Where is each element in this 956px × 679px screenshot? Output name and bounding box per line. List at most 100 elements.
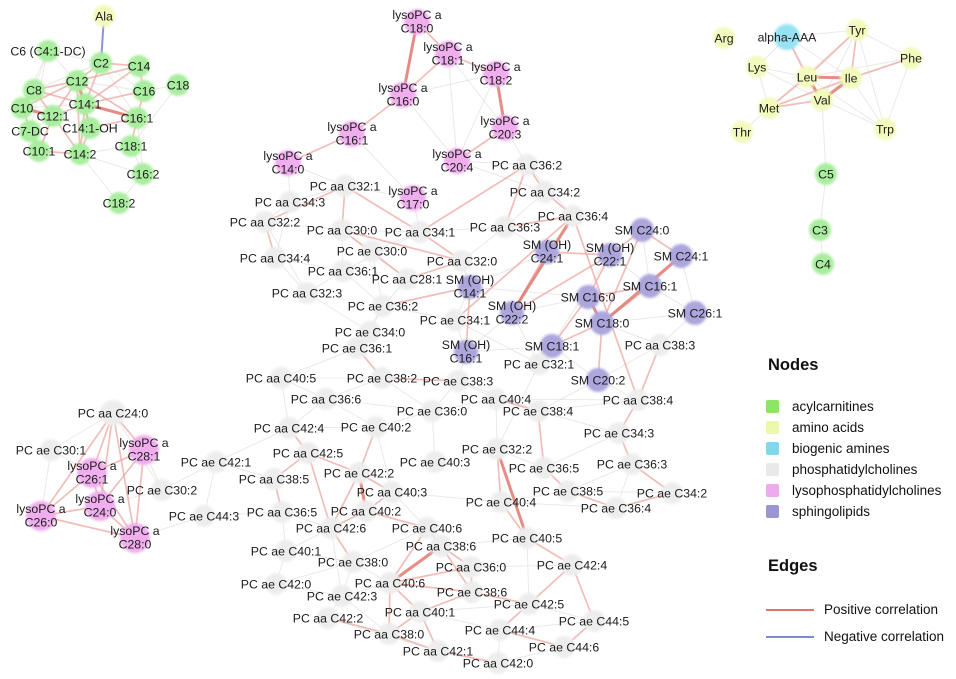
node-aaC36:1[interactable] bbox=[332, 260, 354, 282]
node-smC18:0[interactable] bbox=[590, 311, 614, 335]
node-aaC32:3[interactable] bbox=[296, 282, 318, 304]
node-aaC36:3[interactable] bbox=[494, 216, 516, 238]
node-aaC42:5[interactable] bbox=[297, 442, 319, 464]
node-aeC40:1[interactable] bbox=[275, 540, 297, 562]
node-aaC42:6[interactable] bbox=[320, 517, 342, 539]
node-aeC36:4[interactable] bbox=[605, 497, 627, 519]
node-smC26:1[interactable] bbox=[683, 301, 707, 325]
node-C18:1[interactable] bbox=[120, 135, 142, 157]
node-smC24:1[interactable] bbox=[669, 244, 693, 268]
node-aaC40:3[interactable] bbox=[381, 481, 403, 503]
node-aaC38:4[interactable] bbox=[627, 389, 649, 411]
node-lyC18:1[interactable] bbox=[435, 41, 461, 67]
node-aeC44:3[interactable] bbox=[193, 505, 215, 527]
node-aeC38:3[interactable] bbox=[447, 370, 469, 392]
node-aeC40:3[interactable] bbox=[424, 451, 446, 473]
node-Phe[interactable] bbox=[900, 47, 922, 69]
node-aaC36:6[interactable] bbox=[315, 388, 337, 410]
node-aeC34:0[interactable] bbox=[359, 321, 381, 343]
node-C18:2[interactable] bbox=[108, 192, 130, 214]
node-C18[interactable] bbox=[167, 74, 189, 96]
node-aaC40:2[interactable] bbox=[355, 500, 377, 522]
node-Lys[interactable] bbox=[746, 56, 768, 78]
node-aaC30:0[interactable] bbox=[331, 219, 353, 241]
node-C7-DC[interactable] bbox=[19, 120, 41, 142]
node-lyC18:0[interactable] bbox=[404, 9, 430, 35]
node-lyC28:0[interactable] bbox=[120, 523, 150, 553]
node-Leu[interactable] bbox=[796, 66, 818, 88]
node-aaC38:3[interactable] bbox=[649, 334, 671, 356]
node-aeC40:2[interactable] bbox=[365, 416, 387, 438]
node-aaC24:0[interactable] bbox=[100, 400, 126, 426]
node-smC24:0[interactable] bbox=[630, 218, 654, 242]
node-aaC32:0[interactable] bbox=[451, 250, 473, 272]
node-aeC42:2[interactable] bbox=[348, 462, 370, 484]
node-lyC14:0[interactable] bbox=[275, 150, 301, 176]
node-aeC44:4[interactable] bbox=[489, 619, 511, 641]
node-lyC20:3[interactable] bbox=[492, 115, 518, 141]
node-aeC38:4[interactable] bbox=[527, 400, 549, 422]
node-aeC30:1[interactable] bbox=[40, 439, 62, 461]
node-aeC40:4[interactable] bbox=[490, 491, 512, 513]
node-Trp[interactable] bbox=[874, 118, 896, 140]
node-aeC36:2[interactable] bbox=[372, 295, 394, 317]
node-aeC42:0[interactable] bbox=[265, 573, 287, 595]
node-aaC36:0[interactable] bbox=[460, 556, 482, 578]
node-C16:2[interactable] bbox=[132, 163, 154, 185]
node-aaC40:4[interactable] bbox=[485, 388, 507, 410]
node-Thr[interactable] bbox=[731, 121, 753, 143]
node-aaC38:5[interactable] bbox=[263, 468, 285, 490]
node-aeC38:2[interactable] bbox=[371, 367, 393, 389]
node-C10[interactable] bbox=[11, 97, 33, 119]
node-aaC32:1[interactable] bbox=[334, 175, 356, 197]
node-lyC16:0[interactable] bbox=[390, 82, 416, 108]
node-smC16:1[interactable] bbox=[638, 274, 662, 298]
node-aeC42:3[interactable] bbox=[331, 585, 353, 607]
node-aaC40:5[interactable] bbox=[270, 367, 292, 389]
node-C10:1[interactable] bbox=[28, 140, 50, 162]
node-lyC18:2[interactable] bbox=[483, 61, 509, 87]
node-aaC40:6[interactable] bbox=[379, 572, 401, 594]
node-aaC36:5[interactable] bbox=[271, 501, 293, 523]
node-C5[interactable] bbox=[815, 163, 837, 185]
node-Met[interactable] bbox=[758, 97, 780, 119]
node-lyC26:0[interactable] bbox=[26, 501, 56, 531]
node-smohC14:1[interactable] bbox=[458, 275, 482, 299]
node-aeC30:0[interactable] bbox=[361, 240, 383, 262]
node-smohC22:2[interactable] bbox=[500, 301, 524, 325]
node-lyC17:0[interactable] bbox=[400, 185, 426, 211]
node-aeC44:5[interactable] bbox=[583, 610, 605, 632]
node-aeC30:2[interactable] bbox=[151, 479, 173, 501]
node-alpha-AAA[interactable] bbox=[774, 24, 800, 50]
node-aeC38:6[interactable] bbox=[461, 581, 483, 603]
node-C14:1[interactable] bbox=[74, 93, 96, 115]
node-smC20:2[interactable] bbox=[586, 368, 610, 392]
node-aaC34:3[interactable] bbox=[279, 191, 301, 213]
node-smC18:1[interactable] bbox=[540, 334, 564, 358]
node-C14:1-OH[interactable] bbox=[79, 117, 101, 139]
node-aaC28:1[interactable] bbox=[396, 268, 418, 290]
node-aeC36:3[interactable] bbox=[621, 453, 643, 475]
node-aaC36:4[interactable] bbox=[562, 205, 584, 227]
node-aaC34:4[interactable] bbox=[264, 247, 286, 269]
node-aaC42:1[interactable] bbox=[427, 640, 449, 662]
node-lyC26:1[interactable] bbox=[77, 458, 107, 488]
node-aaC38:0[interactable] bbox=[378, 623, 400, 645]
node-aeC34:2[interactable] bbox=[661, 482, 683, 504]
node-lyC28:1[interactable] bbox=[129, 435, 159, 465]
node-smohC22:1[interactable] bbox=[598, 243, 622, 267]
node-C12[interactable] bbox=[66, 70, 88, 92]
node-C16:1[interactable] bbox=[126, 107, 148, 129]
node-aaC42:0[interactable] bbox=[487, 652, 509, 674]
node-Ile[interactable] bbox=[840, 67, 862, 89]
node-lyC20:4[interactable] bbox=[444, 148, 470, 174]
node-aeC42:5[interactable] bbox=[518, 593, 540, 615]
node-aaC42:4[interactable] bbox=[278, 417, 300, 439]
node-aeC36:1[interactable] bbox=[346, 337, 368, 359]
node-aaC36:2[interactable] bbox=[516, 154, 538, 176]
node-aeC42:4[interactable] bbox=[561, 554, 583, 576]
node-aeC32:2[interactable] bbox=[486, 438, 508, 460]
node-C6[interactable] bbox=[37, 40, 59, 62]
node-aeC36:5[interactable] bbox=[533, 457, 555, 479]
node-aeC44:6[interactable] bbox=[553, 636, 575, 658]
